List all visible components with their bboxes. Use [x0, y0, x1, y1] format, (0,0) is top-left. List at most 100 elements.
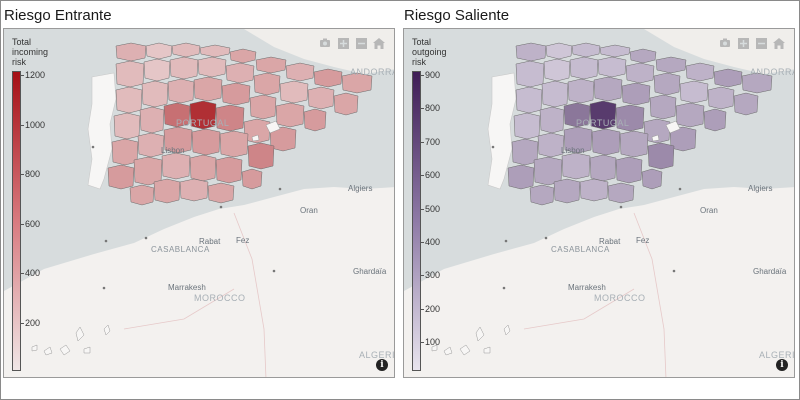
province-region[interactable]	[703, 108, 727, 132]
province-region[interactable]	[341, 72, 373, 94]
province-region[interactable]	[229, 48, 257, 64]
province-region[interactable]	[133, 156, 163, 186]
zoom-in-icon[interactable]	[336, 37, 350, 49]
province-region[interactable]	[197, 56, 227, 78]
province-region[interactable]	[579, 178, 609, 202]
province-region[interactable]	[171, 42, 201, 58]
outgoing-risk-map[interactable]: Total outgoing risk 900 800 700 600 500 400 30…	[403, 28, 795, 378]
province-region[interactable]	[221, 82, 251, 106]
province-region[interactable]	[129, 184, 155, 206]
province-region[interactable]	[137, 132, 165, 158]
province-region[interactable]	[599, 44, 631, 58]
province-region[interactable]	[513, 112, 541, 140]
province-region[interactable]	[561, 152, 591, 180]
zoom-out-icon[interactable]	[754, 37, 768, 49]
province-region[interactable]	[649, 94, 677, 120]
province-region[interactable]	[679, 80, 709, 104]
info-icon[interactable]: i	[376, 359, 388, 371]
province-region[interactable]	[193, 76, 223, 102]
province-region[interactable]	[713, 68, 743, 88]
province-region[interactable]	[529, 184, 555, 206]
province-region[interactable]	[255, 56, 287, 74]
province-region[interactable]	[533, 156, 563, 186]
province-region[interactable]	[675, 102, 705, 128]
province-region[interactable]	[141, 80, 169, 108]
province-region[interactable]	[115, 86, 143, 114]
province-region[interactable]	[539, 106, 565, 134]
province-region[interactable]	[333, 92, 359, 116]
camera-icon[interactable]	[718, 37, 732, 49]
province-region[interactable]	[115, 42, 147, 62]
province-region[interactable]	[163, 126, 193, 154]
province-region[interactable]	[169, 56, 199, 80]
province-region[interactable]	[567, 78, 595, 104]
province-region[interactable]	[515, 60, 545, 88]
province-region[interactable]	[653, 72, 681, 96]
province-region[interactable]	[569, 56, 599, 80]
province-region[interactable]	[515, 42, 547, 62]
province-region[interactable]	[553, 178, 581, 204]
province-region[interactable]	[563, 102, 591, 128]
province-region[interactable]	[571, 42, 601, 58]
province-region[interactable]	[597, 56, 627, 78]
province-region[interactable]	[593, 76, 623, 102]
province-region[interactable]	[115, 60, 145, 88]
province-region[interactable]	[619, 130, 649, 158]
province-region[interactable]	[153, 178, 181, 204]
province-region[interactable]	[507, 164, 535, 190]
home-icon[interactable]	[372, 37, 386, 49]
province-region[interactable]	[163, 102, 191, 128]
province-region[interactable]	[741, 72, 773, 94]
province-region[interactable]	[107, 164, 135, 190]
province-region[interactable]	[219, 130, 249, 158]
province-region[interactable]	[279, 80, 309, 104]
province-region[interactable]	[241, 168, 263, 190]
province-region[interactable]	[615, 156, 643, 184]
province-region[interactable]	[199, 44, 231, 58]
province-region[interactable]	[607, 182, 635, 204]
province-region[interactable]	[247, 142, 275, 170]
province-region[interactable]	[629, 48, 657, 64]
province-region[interactable]	[707, 86, 735, 110]
zoom-out-icon[interactable]	[354, 37, 368, 49]
province-region[interactable]	[285, 62, 315, 82]
province-region[interactable]	[515, 86, 543, 114]
province-region[interactable]	[161, 152, 191, 180]
province-region[interactable]	[189, 154, 217, 182]
province-region[interactable]	[589, 100, 617, 130]
province-region[interactable]	[733, 92, 759, 116]
province-region[interactable]	[537, 132, 565, 158]
province-region[interactable]	[685, 62, 715, 82]
province-region[interactable]	[545, 42, 573, 60]
province-region[interactable]	[313, 68, 343, 88]
province-region[interactable]	[641, 168, 663, 190]
province-region[interactable]	[139, 106, 165, 134]
camera-icon[interactable]	[318, 37, 332, 49]
info-icon[interactable]: i	[776, 359, 788, 371]
province-region[interactable]	[167, 78, 195, 104]
province-region[interactable]	[145, 42, 173, 60]
province-region[interactable]	[253, 72, 281, 96]
home-icon[interactable]	[772, 37, 786, 49]
province-region[interactable]	[275, 102, 305, 128]
province-region[interactable]	[303, 108, 327, 132]
province-region[interactable]	[207, 182, 235, 204]
province-region[interactable]	[563, 126, 593, 154]
province-region[interactable]	[113, 112, 141, 140]
province-region[interactable]	[179, 178, 209, 202]
province-region[interactable]	[143, 58, 171, 82]
province-region[interactable]	[307, 86, 335, 110]
incoming-risk-map[interactable]: Total incoming risk 1200 1000 800 600 400 200…	[3, 28, 395, 378]
province-region[interactable]	[543, 58, 571, 82]
province-region[interactable]	[215, 156, 243, 184]
province-region[interactable]	[589, 154, 617, 182]
province-region[interactable]	[647, 142, 675, 170]
zoom-in-icon[interactable]	[736, 37, 750, 49]
province-region[interactable]	[621, 82, 651, 106]
province-region[interactable]	[655, 56, 687, 74]
province-region[interactable]	[541, 80, 569, 108]
province-region[interactable]	[249, 94, 277, 120]
province-region[interactable]	[615, 104, 645, 132]
province-region[interactable]	[191, 128, 221, 156]
province-region[interactable]	[189, 100, 217, 130]
